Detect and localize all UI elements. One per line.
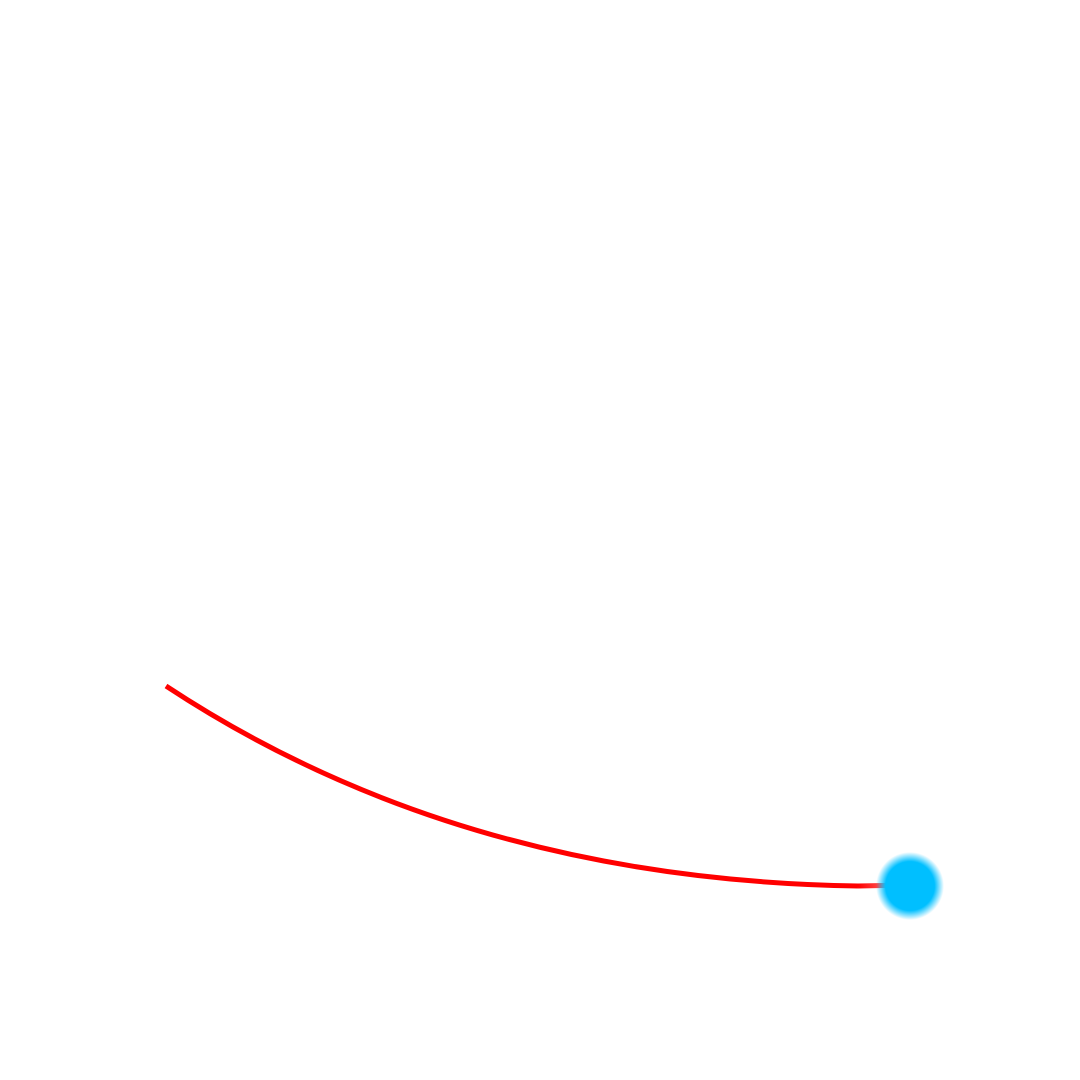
trajectory-curve bbox=[164, 683, 859, 889]
ball bbox=[876, 852, 944, 920]
